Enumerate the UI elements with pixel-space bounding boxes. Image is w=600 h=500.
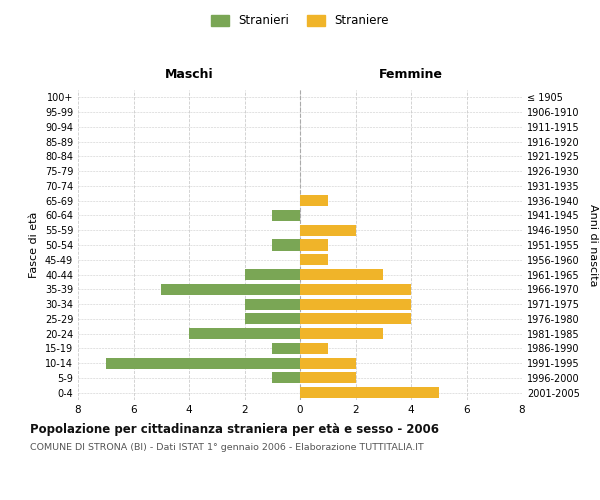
Bar xyxy=(161,284,300,295)
Legend: Stranieri, Straniere: Stranieri, Straniere xyxy=(208,11,392,31)
Bar xyxy=(245,269,300,280)
Bar xyxy=(300,387,439,398)
Bar xyxy=(106,358,300,368)
Bar xyxy=(300,224,356,236)
Text: Popolazione per cittadinanza straniera per età e sesso - 2006: Popolazione per cittadinanza straniera p… xyxy=(30,422,439,436)
Bar xyxy=(300,328,383,339)
Bar xyxy=(272,372,300,384)
Bar xyxy=(300,358,356,368)
Bar xyxy=(300,372,356,384)
Bar xyxy=(189,328,300,339)
Bar xyxy=(272,210,300,221)
Bar xyxy=(300,254,328,266)
Y-axis label: Anni di nascita: Anni di nascita xyxy=(588,204,598,286)
Bar xyxy=(300,195,328,206)
Text: Maschi: Maschi xyxy=(164,68,214,81)
Text: COMUNE DI STRONA (BI) - Dati ISTAT 1° gennaio 2006 - Elaborazione TUTTITALIA.IT: COMUNE DI STRONA (BI) - Dati ISTAT 1° ge… xyxy=(30,442,424,452)
Y-axis label: Fasce di età: Fasce di età xyxy=(29,212,39,278)
Bar xyxy=(300,298,411,310)
Bar xyxy=(300,284,411,295)
Bar xyxy=(300,343,328,354)
Bar xyxy=(300,240,328,250)
Bar xyxy=(245,314,300,324)
Bar xyxy=(300,314,411,324)
Bar xyxy=(300,269,383,280)
Bar xyxy=(245,298,300,310)
Bar xyxy=(272,240,300,250)
Text: Femmine: Femmine xyxy=(379,68,443,81)
Bar xyxy=(272,343,300,354)
